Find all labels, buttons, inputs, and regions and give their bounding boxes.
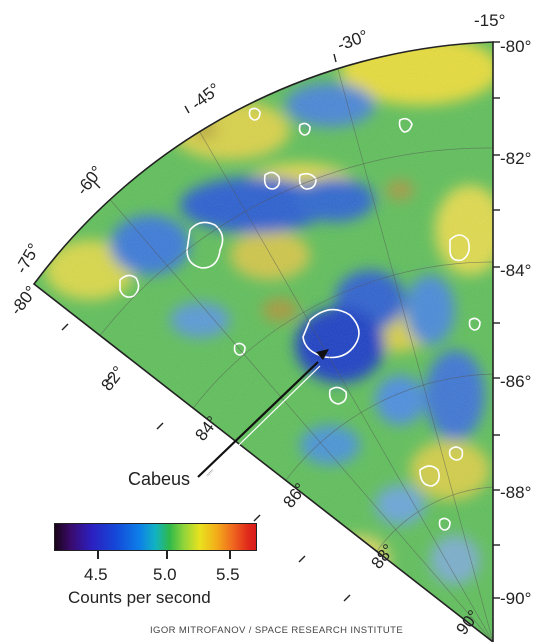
colorbar-tick-50 xyxy=(166,551,168,559)
image-credit: IGOR MITROFANOV / SPACE RESEARCH INSTITU… xyxy=(150,625,404,636)
parallel-label-88: -88° xyxy=(500,483,532,502)
colorbar-tick-45 xyxy=(97,551,99,559)
parallel-label-80: -80° xyxy=(500,37,532,56)
parallel-label-86: -86° xyxy=(500,372,532,391)
right-ticks xyxy=(493,41,500,599)
map-border xyxy=(32,41,494,642)
colorbar-label-45: 4.5 xyxy=(84,565,108,584)
parallel-label-82: -82° xyxy=(500,149,532,168)
colorbar-tick-55 xyxy=(229,551,231,559)
colorbar-title: Counts per second xyxy=(68,588,211,607)
graticule xyxy=(67,61,493,642)
cabeus-label: Cabeus xyxy=(128,469,191,489)
parallel-label-84: -84° xyxy=(500,261,532,280)
meridian-label-15: -15° xyxy=(474,11,506,30)
cabeus-arrow xyxy=(197,349,329,482)
arc-ticks xyxy=(93,53,337,189)
parallel-label-90: -90° xyxy=(500,589,532,608)
colorbar-label-55: 5.5 xyxy=(216,565,240,584)
contour-lines xyxy=(119,107,481,571)
colorbar-label-50: 5.0 xyxy=(153,565,177,584)
colorbar xyxy=(54,523,257,551)
